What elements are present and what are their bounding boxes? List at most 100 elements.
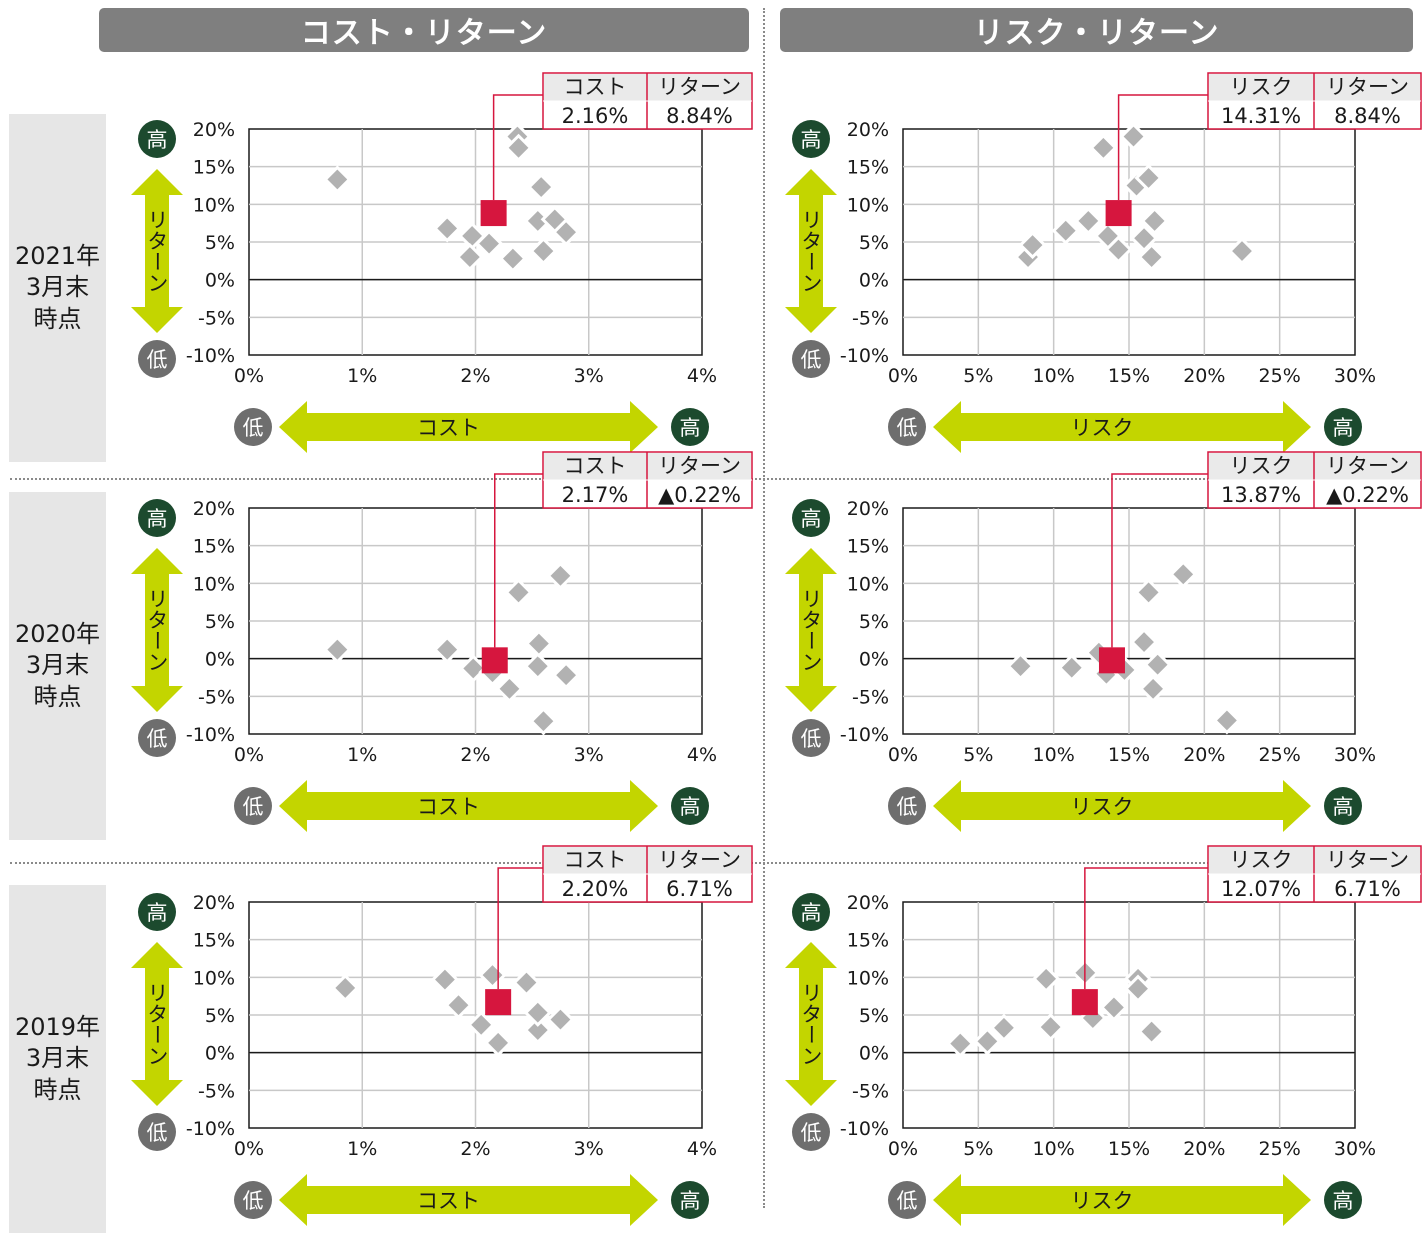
x-tick-label: 2% xyxy=(460,365,490,387)
high-label: 高 xyxy=(801,128,822,152)
connector-line xyxy=(1117,94,1208,201)
y-tick-label: 10% xyxy=(847,967,889,989)
x-arrow-label: リスク xyxy=(1071,1189,1134,1213)
value-box-value-x: 13.87% xyxy=(1221,483,1301,507)
y-tick-label: 15% xyxy=(193,157,235,179)
value-box-header-x: コスト xyxy=(564,848,627,872)
data-point xyxy=(430,965,460,994)
data-point xyxy=(551,661,581,690)
y-tick-label: 10% xyxy=(193,967,235,989)
y-tick-label: 20% xyxy=(847,119,889,141)
high-label: 高 xyxy=(680,1189,701,1213)
return-arrow xyxy=(131,942,183,1106)
highlight-point xyxy=(1098,647,1125,674)
y-tick-label: 20% xyxy=(193,119,235,141)
x-tick-label: 25% xyxy=(1259,744,1301,766)
y-tick-label: 0% xyxy=(205,649,235,671)
y-tick-label: 15% xyxy=(847,157,889,179)
data-point xyxy=(1137,1017,1166,1046)
data-point xyxy=(323,165,352,194)
data-point xyxy=(433,214,462,243)
low-label: 低 xyxy=(801,727,822,751)
high-circle xyxy=(1324,408,1362,446)
data-point xyxy=(444,991,473,1020)
data-point xyxy=(1169,560,1198,589)
chart-risk-2021: 20%15%10%5%0%-5%-10%0% 5% 10% 15% 20% 25% 30%リ… xyxy=(785,72,1422,453)
high-circle xyxy=(1324,787,1362,825)
y-tick-label: -5% xyxy=(198,1080,235,1102)
data-point xyxy=(459,654,488,683)
data-point xyxy=(989,1013,1019,1042)
chart-cost-2021: 20%15%10%5%0%-5%-10%0% 1% 2% 3% 4%コスト リターン2.1… xyxy=(131,72,753,453)
x-tick-label: 30% xyxy=(1334,365,1376,387)
x-tick-label: 5% xyxy=(963,1138,993,1160)
low-label: 低 xyxy=(897,416,918,440)
vertical-divider xyxy=(763,8,765,1208)
data-point xyxy=(1123,974,1153,1003)
chart-cost-2020: 20%15%10%5%0%-5%-10%0% 1% 2% 3% 4%コスト リターン2.1… xyxy=(131,451,753,832)
low-label: 低 xyxy=(897,1189,918,1213)
high-label: 高 xyxy=(801,507,822,531)
value-box-value-y: ▲0.22% xyxy=(1326,483,1409,507)
return-arrow-label: リターン xyxy=(799,982,823,1066)
x-tick-label: 20% xyxy=(1183,365,1225,387)
x-tick-label: 3% xyxy=(574,1138,604,1160)
data-point xyxy=(504,578,533,607)
x-tick-label: 4% xyxy=(687,365,717,387)
data-point xyxy=(529,707,558,736)
highlight-point xyxy=(481,647,508,674)
data-point xyxy=(1036,1012,1065,1042)
connector-line xyxy=(1084,867,1208,990)
x-tick-label: 2% xyxy=(460,1138,490,1160)
low-label: 低 xyxy=(147,727,168,751)
x-tick-label: 10% xyxy=(1033,1138,1075,1160)
low-circle xyxy=(138,1113,176,1151)
high-label: 高 xyxy=(1333,795,1354,819)
low-label: 低 xyxy=(801,348,822,372)
y-tick-label: 20% xyxy=(847,892,889,914)
high-circle xyxy=(138,499,176,537)
y-tick-label: 10% xyxy=(193,194,235,216)
y-tick-label: 0% xyxy=(859,270,889,292)
high-label: 高 xyxy=(147,901,168,925)
y-tick-label: 0% xyxy=(205,270,235,292)
x-arrow-label: コスト xyxy=(417,416,480,440)
y-tick-label: 5% xyxy=(205,611,235,633)
low-label: 低 xyxy=(897,795,918,819)
data-point xyxy=(546,1005,575,1034)
value-box-value-x: 2.16% xyxy=(562,104,629,128)
x-arrow-label: コスト xyxy=(417,795,480,819)
x-tick-label: 1% xyxy=(347,365,377,387)
row-label-2021: 2021年 3月末 時点 xyxy=(9,114,106,462)
low-circle xyxy=(888,787,926,825)
x-arrow-label: リスク xyxy=(1071,795,1134,819)
chart-cost-2019: 20%15%10%5%0%-5%-10%0% 1% 2% 3% 4%コスト リターン2.2… xyxy=(131,845,753,1226)
x-tick-label: 4% xyxy=(687,1138,717,1160)
connector-line xyxy=(494,473,543,648)
low-circle xyxy=(792,340,830,378)
highlight-point xyxy=(485,989,512,1016)
data-point xyxy=(433,635,462,664)
data-point xyxy=(484,1028,513,1057)
x-tick-label: 15% xyxy=(1108,365,1150,387)
value-box-header-y: リターン xyxy=(1326,848,1409,872)
y-tick-label: 5% xyxy=(859,611,889,633)
y-tick-label: -10% xyxy=(186,724,235,746)
return-arrow-label: リターン xyxy=(799,588,823,672)
y-tick-label: -10% xyxy=(840,1118,889,1140)
highlight-point xyxy=(1071,989,1098,1016)
return-arrow xyxy=(785,548,837,712)
return-arrow-label: リターン xyxy=(799,209,823,293)
value-box-header-x: リスク xyxy=(1230,75,1293,99)
y-tick-label: 10% xyxy=(847,573,889,595)
data-point xyxy=(1018,230,1047,260)
value-box-header-y: リターン xyxy=(1326,454,1409,478)
data-point xyxy=(474,229,504,258)
data-point xyxy=(1227,236,1257,266)
low-circle xyxy=(138,719,176,757)
y-tick-label: 5% xyxy=(205,232,235,254)
low-circle xyxy=(888,1181,926,1219)
value-box-header-y: リターン xyxy=(658,75,741,99)
low-label: 低 xyxy=(801,1121,822,1145)
value-box-value-x: 2.20% xyxy=(562,877,629,901)
